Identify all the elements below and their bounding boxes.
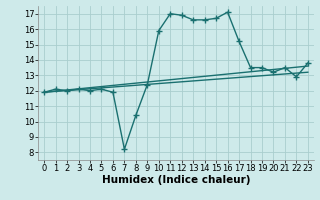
X-axis label: Humidex (Indice chaleur): Humidex (Indice chaleur) (102, 175, 250, 185)
